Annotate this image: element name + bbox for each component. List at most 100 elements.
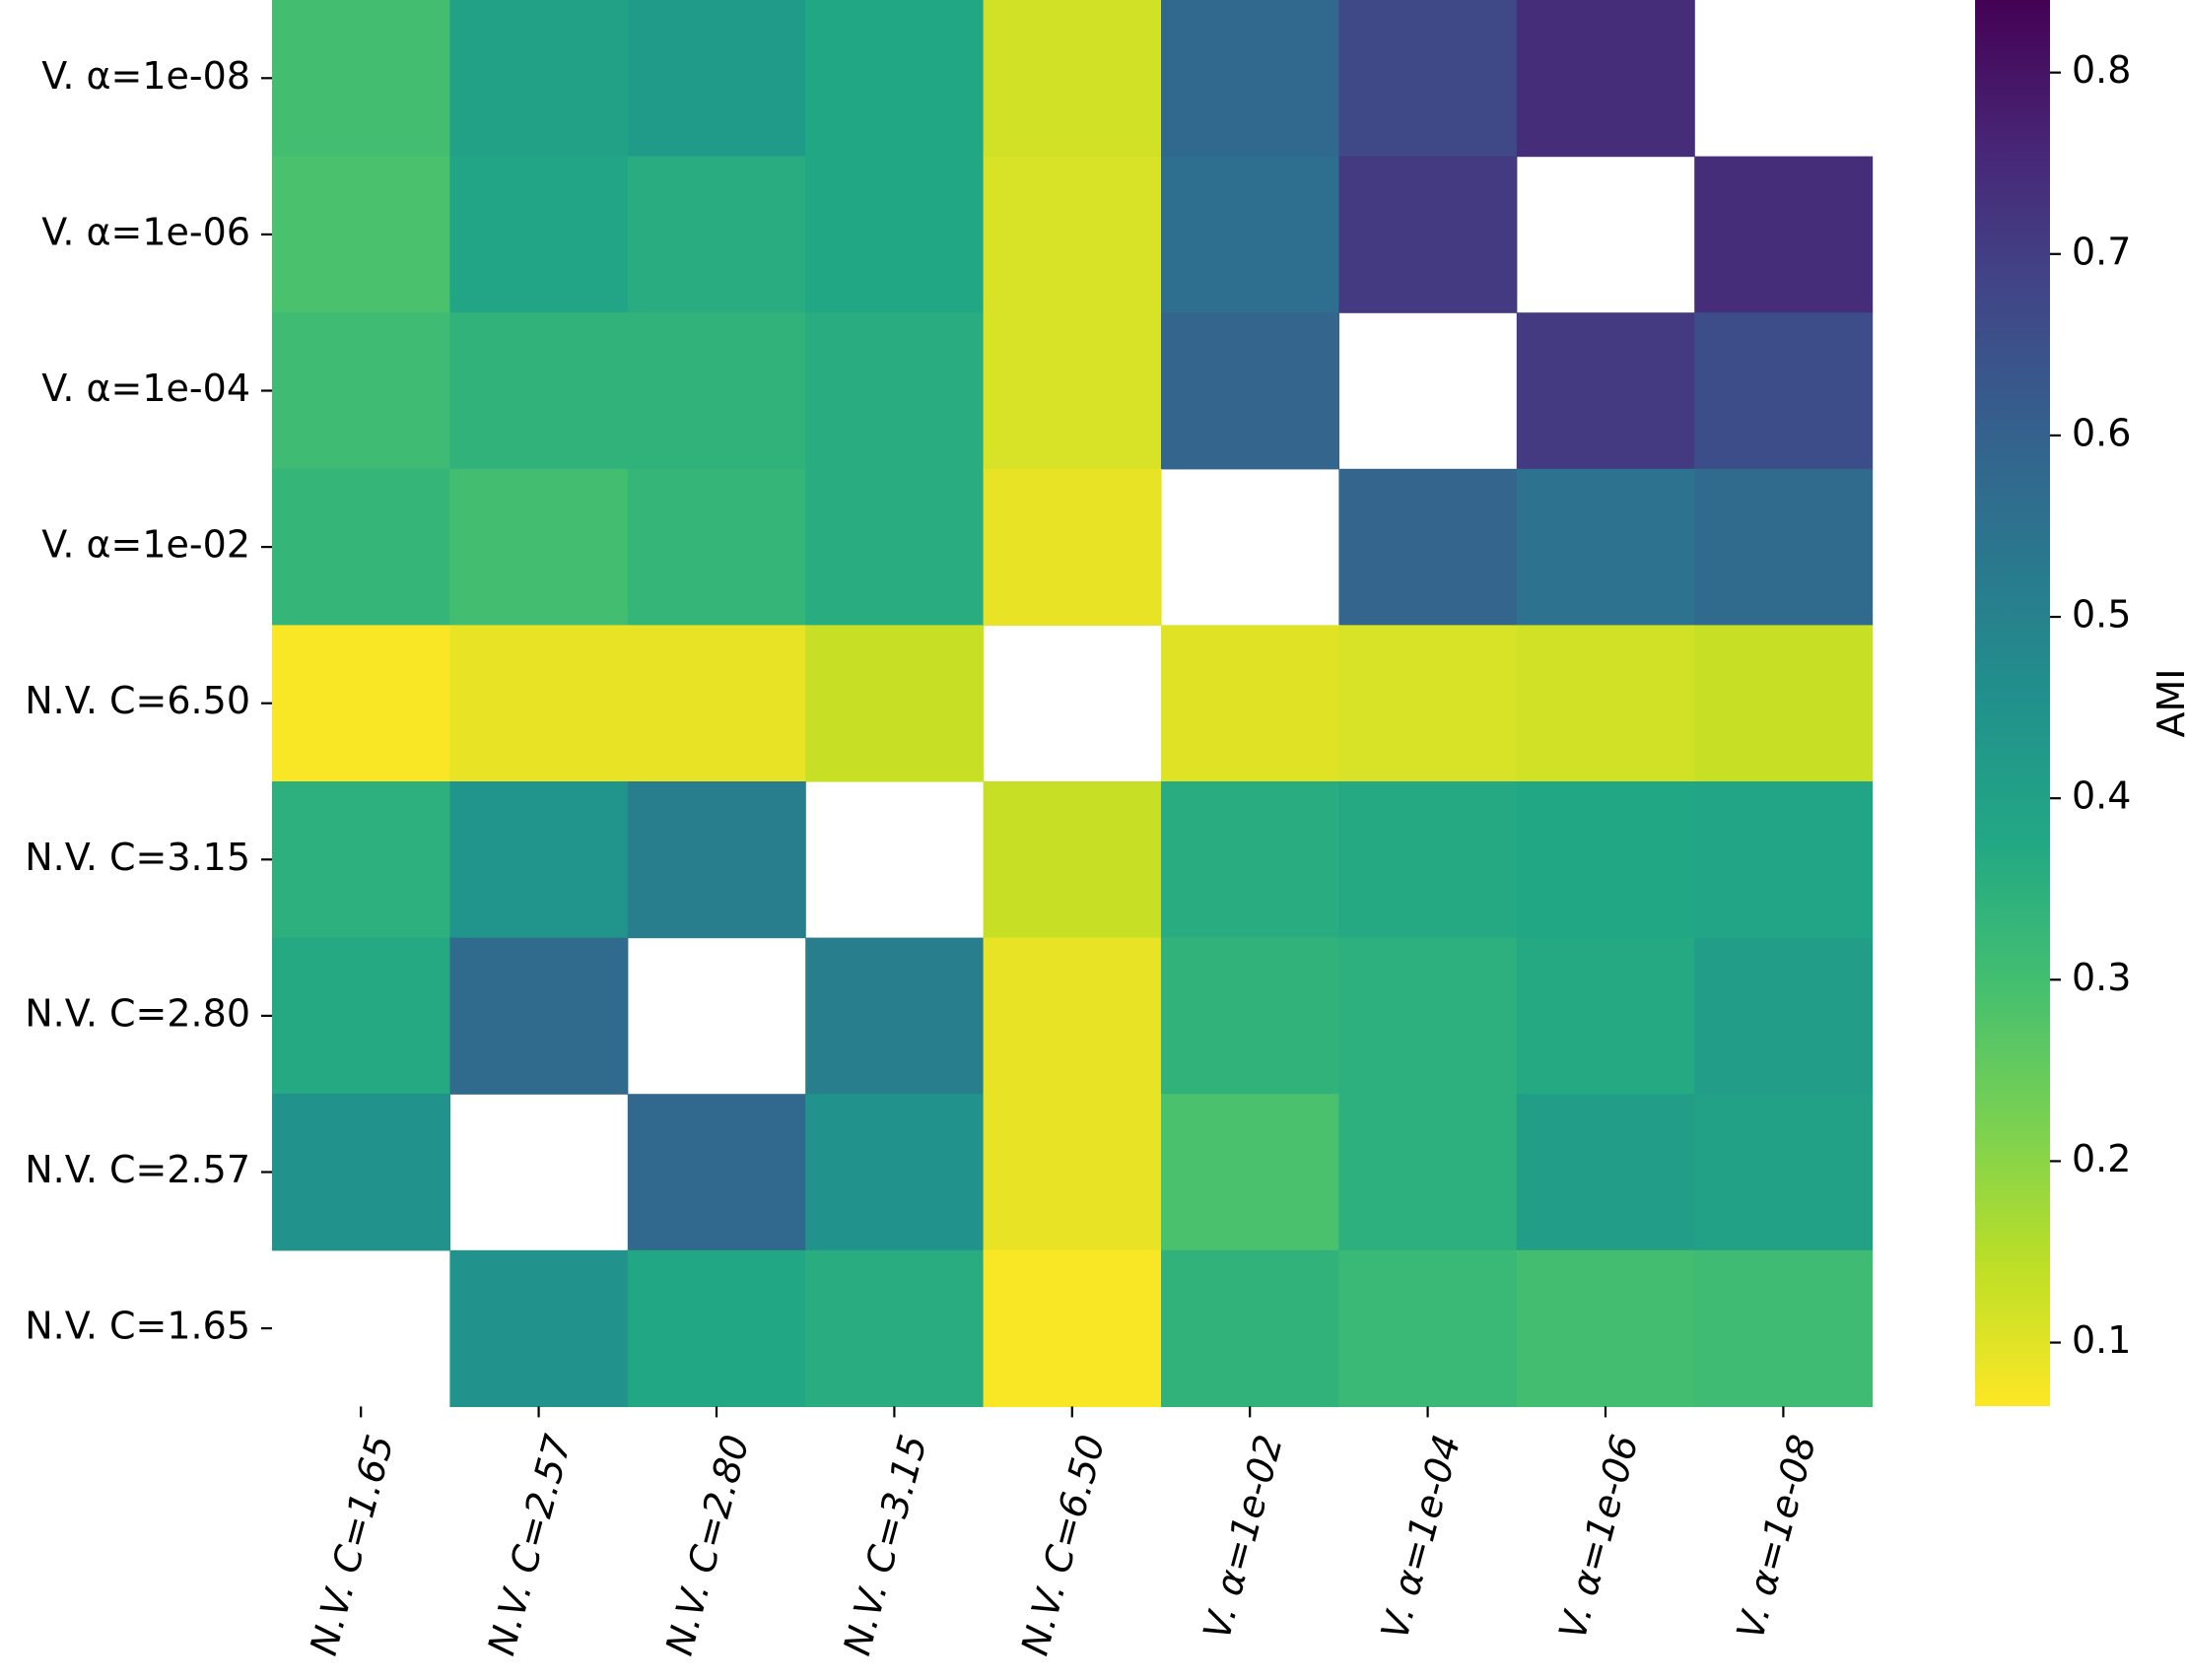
heatmap-cell [983,312,1162,470]
heatmap-cell [983,1094,1162,1251]
heatmap-cell [272,156,450,313]
heatmap-cell [1161,781,1339,939]
heatmap-cell [627,1094,806,1251]
y-tick-label: V. α=1e-04 [41,367,250,410]
heatmap-cell [272,1094,450,1251]
heatmap-cell [983,1249,1162,1407]
x-tick-label: N.V. C=2.80 [657,1431,758,1660]
heatmap-cell [1161,156,1339,313]
heatmap-cell [449,1249,629,1407]
colorbar-tick-label: 0.4 [2072,774,2131,818]
heatmap-cell [1161,0,1339,158]
heatmap-cell [449,312,629,470]
heatmap-cell [1516,937,1695,1095]
heatmap-cell [449,0,629,158]
heatmap-cell [627,0,806,158]
x-tick-label: N.V. C=2.57 [479,1431,580,1660]
y-tick-label: V. α=1e-06 [41,210,250,253]
heatmap-cell [449,625,629,782]
heatmap-cell [1694,625,1874,782]
heatmap-cell [1161,312,1339,470]
y-tick-label: N.V. C=3.15 [25,836,250,879]
heatmap-cell [449,156,629,313]
heatmap-cell [1338,625,1518,782]
heatmap-cell [272,625,450,782]
heatmap-cell [272,468,450,626]
heatmap-cell [449,937,629,1095]
heatmap-cell [627,156,806,313]
heatmap-cell [272,937,450,1095]
heatmap-cell [627,312,806,470]
heatmap-cell [805,625,985,782]
heatmap-cell [983,156,1162,313]
y-tick-label: N.V. C=1.65 [25,1305,250,1348]
heatmap-cell [1338,0,1518,158]
colorbar-tick-label: 0.7 [2072,230,2131,273]
heatmap-cell [449,781,629,939]
heatmap-cell [805,312,985,470]
x-tick-label: V. α=1e-02 [1195,1431,1290,1644]
colorbar-tick-label: 0.1 [2072,1318,2131,1362]
heatmap-cell [1516,1094,1695,1251]
heatmap-cell [449,468,629,626]
heatmap-cell [1694,781,1874,939]
heatmap-cell [1338,937,1518,1095]
colorbar-label: AMI [2150,669,2186,738]
x-tick-label: V. α=1e-08 [1729,1431,1824,1644]
heatmap-cell [1516,625,1695,782]
heatmap-cell [1516,468,1695,626]
x-tick-label: N.V. C=3.15 [835,1431,935,1660]
heatmap-cell [805,468,985,626]
heatmap-cell [1516,781,1695,939]
heatmap-cell [627,1249,806,1407]
heatmap-cell [983,781,1162,939]
heatmap-cell [1338,1249,1518,1407]
heatmap-cell [272,0,450,158]
heatmap-cell [1338,468,1518,626]
heatmap-cell [1516,0,1695,158]
heatmap-cell [805,1094,985,1251]
colorbar-ticks: 0.1 0.2 0.3 0.4 0.5 0.6 0.7 0.8 [2050,48,2131,1362]
x-tick-label: V. α=1e-06 [1550,1431,1646,1644]
heatmap-cell [805,156,985,313]
colorbar-gradient [1975,0,2050,1406]
heatmap-cell [805,0,985,158]
heatmap-cell [1161,625,1339,782]
heatmap-cell [1338,1094,1518,1251]
heatmap-cell [627,468,806,626]
heatmap-cell [1161,1094,1339,1251]
x-tick-label: N.V. C=6.50 [1013,1431,1114,1660]
heatmap-cell [983,468,1162,626]
colorbar-tick-label: 0.3 [2072,956,2131,999]
heatmap-cell [272,781,450,939]
heatmap-cell [1694,1094,1874,1251]
heatmap-cell [983,937,1162,1095]
heatmap-cell [1694,468,1874,626]
y-tick-label: N.V. C=2.57 [25,1148,250,1191]
heatmap-cell [1694,156,1874,313]
y-tick-label: V. α=1e-08 [41,54,250,98]
heatmap-cell [1338,781,1518,939]
y-tick-label: N.V. C=2.80 [25,991,250,1035]
heatmap-cell [1516,312,1695,470]
colorbar-tick-label: 0.2 [2072,1137,2131,1180]
heatmap-cell [1694,312,1874,470]
heatmap-cell [805,937,985,1095]
heatmap-cell [627,781,806,939]
x-tick-label: N.V. C=1.65 [302,1431,402,1660]
y-tick-label: V. α=1e-02 [41,523,250,567]
heatmap-cells [272,0,1874,1407]
heatmap-cell [1338,156,1518,313]
heatmap-cell [1516,1249,1695,1407]
y-tick-label: N.V. C=6.50 [25,679,250,722]
colorbar-tick-label: 0.5 [2072,593,2131,637]
heatmap-cell [1694,937,1874,1095]
heatmap-cell [1694,1249,1874,1407]
heatmap-cell [983,0,1162,158]
x-axis-ticks: N.V. C=1.65 N.V. C=2.57 N.V. C=2.80 N.V. C=… [302,1406,1824,1659]
heatmap-cell [1161,937,1339,1095]
x-tick-label: V. α=1e-04 [1373,1431,1469,1644]
y-axis-ticks: V. α=1e-08 V. α=1e-06 V. α=1e-04 V. α=1e-02… [25,54,272,1348]
heatmap-cell [627,625,806,782]
